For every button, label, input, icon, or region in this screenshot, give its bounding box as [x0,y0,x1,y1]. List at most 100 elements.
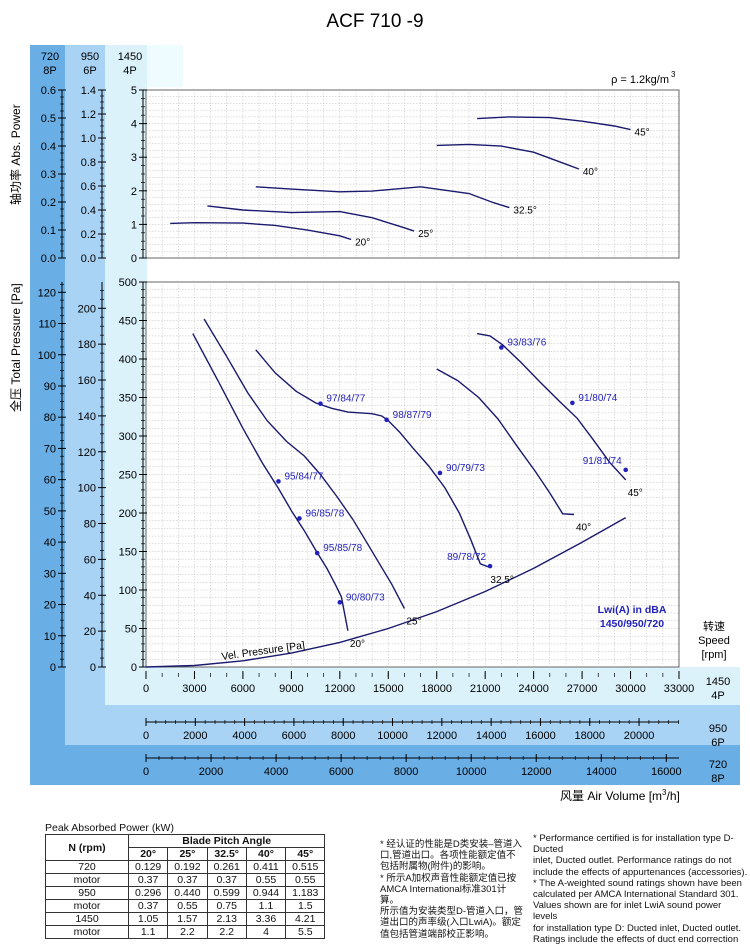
power-tick-label: 1.4 [81,85,96,97]
table-cell: 0.515 [285,860,326,874]
table-cell: 0.75 [206,899,247,913]
pressure-720-tick-label: 0 [50,662,56,674]
pressure-tick-label: 150 [119,547,137,559]
sound-point [570,400,575,406]
x-speed-sub-4P: 4P [711,690,724,702]
table-cell: 1.183 [285,886,326,900]
table-cell-rpm: 720 [45,860,129,874]
table-row: 720 0.129 0.192 0.261 0.411 0.515 [45,860,326,874]
power-curve-label-40°: 40° [583,167,598,178]
band-720-bottom [30,745,740,785]
note-line-cn: AMCA International标准301计算。 [380,883,507,907]
pressure-tick-label: 500 [119,277,137,289]
table-cell: 5.5 [285,925,326,939]
table-cell: 0.944 [245,886,287,900]
sound-point [337,600,343,605]
x-tick-label: 6000 [231,683,255,695]
sound-point-label: 89/78/72 [447,552,486,563]
pressure-950-tick-label: 80 [84,519,96,531]
table-cell: 0.37 [206,873,247,887]
table-header-rpm: N (rpm) [45,834,129,861]
pressure-950-tick-label: 120 [78,447,96,459]
power-axis-title: 轴功率 Abs. Power [8,104,23,205]
speed-header-sub-6P: 6P [83,65,96,77]
power-tick-label: 2 [131,186,137,198]
pressure-720-tick-label: 10 [44,631,56,643]
table-cell: 0.296 [127,886,169,900]
pressure-tick-label: 300 [119,431,137,443]
speed-header-720: 720 [41,51,59,63]
note-line-en: calculated per AMCA International Standa… [533,889,739,901]
note-line-cn: 包括附属物(附件)的影响。 [380,861,491,873]
x-axis-title-sup: 3 [662,788,667,797]
table-row: motor 0.37 0.55 0.75 1.1 1.5 [45,899,326,913]
x-tick-label: 3000 [182,683,206,695]
sound-point [318,401,323,406]
pressure-720-tick-label: 90 [44,381,56,393]
x-tick-label: 8000 [394,766,418,778]
pressure-tick-label: 250 [119,470,137,482]
power-curve-32.5° [255,186,510,209]
legend-title: Lwi(A) in dBA [598,604,667,616]
table-cell: 1.1 [245,899,287,913]
chart-title: ACF 710 -9 [326,11,423,32]
note-line-en: inlet, Ducted outlet. Performance rating… [533,855,732,867]
table-header-blade-angle: Blade Pitch Angle [127,834,326,848]
power-plot-grid [145,89,680,259]
table-cell: 0.129 [127,860,169,874]
x-tick-label: 24000 [518,683,549,695]
x-speed-sub-6P: 6P [711,737,724,749]
table-cell: 0.411 [245,860,287,874]
power-axis-title-en: Abs. Power [9,104,23,165]
power-tick-label: 0.4 [41,141,56,153]
power-tick-label: 5 [131,85,137,97]
table-cell: 1.5 [285,899,326,913]
power-tick-label: 0.8 [81,157,96,169]
axes: 0.0 0.1 0.2 0.3 0.4 0.5 0.6 0.0 0.2 0.4 0.6 0.8 1.0 1… [38,85,695,778]
x-tick-label: 10000 [456,766,487,778]
axis-bands [30,45,740,785]
pressure-950-tick-label: 200 [78,303,96,315]
table-cell: 1.05 [127,912,169,926]
table-cell-rpm: 950 [45,886,129,900]
x-tick-label: 16000 [525,730,556,742]
x-tick-label: 20000 [624,730,655,742]
x-tick-label: 14000 [476,730,507,742]
sound-point-label: 98/87/79 [393,410,432,421]
pressure-950-tick-label: 20 [84,626,96,638]
sound-point [437,470,443,476]
table-cell: 0.440 [167,886,208,900]
power-tick-label: 4 [131,119,137,131]
table-row: 1450 1.05 1.57 2.13 3.36 4.21 [45,912,326,926]
pressure-curve-label-32.5°: 32.5° [490,575,513,586]
note-line-en: Values shown are for inlet LwiA sound po… [533,900,722,923]
table-cell: 0.37 [127,873,169,887]
sound-point-label: 90/80/73 [346,592,385,603]
speed-label-cn: 转速 [703,619,725,633]
sound-point-label: 95/84/77 [284,471,323,482]
power-tick-label: 0.6 [81,181,96,193]
note-line-cn: 值包括管道端部校正影响。 [380,928,495,940]
power-tick-label: 0.4 [81,205,96,217]
x-tick-label: 0 [143,730,149,742]
note-line-cn: 道出口的声率级(入口LwiA)。额定 [380,917,521,929]
sound-point-label: 96/85/78 [305,508,344,519]
pressure-curve-label-20°: 20° [350,639,365,650]
note-line-cn: 所示值为安装类型D-管道入口，管 [380,906,524,918]
x-tick-label: 2000 [183,730,207,742]
pressure-950-tick-label: 180 [78,339,96,351]
power-tick-label: 0.3 [41,169,56,181]
table-cell: 1.1 [127,925,169,939]
speed-header-1450: 1450 [118,51,142,63]
x-tick-label: 27000 [567,683,598,695]
pressure-plot-grid [145,281,680,668]
note-line-cn: * 经认证的性能是D类安装–管道入 [380,839,522,850]
notes-english: * Performance certified is for installat… [533,833,748,945]
pressure-720-tick-label: 110 [38,319,56,331]
sound-point-label: 91/80/74 [578,393,617,404]
table-row: motor 0.37 0.37 0.37 0.55 0.55 [45,873,326,887]
pressure-curve-45° [476,332,627,481]
x-axis-title-cn: 风量 [560,789,587,803]
table-cell: 2.2 [167,925,208,939]
power-tick-label: 1.2 [81,109,96,121]
